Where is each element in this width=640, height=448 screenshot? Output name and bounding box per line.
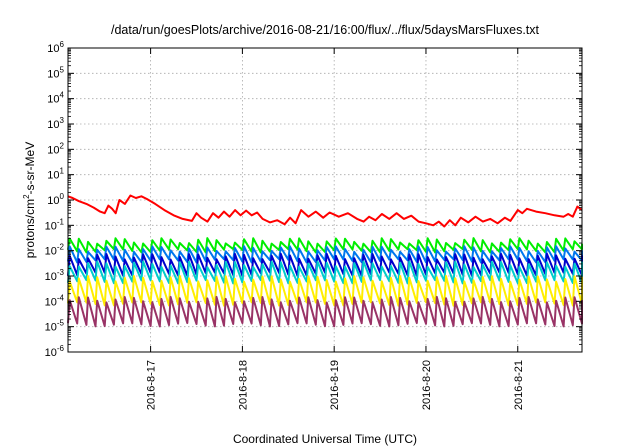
y-tick-label: 10-5 (45, 319, 65, 334)
y-tick-label: 10-2 (45, 243, 65, 258)
x-tick-label: 2016-8-17 (146, 360, 158, 410)
x-tick-label: 2016-8-18 (237, 360, 249, 410)
y-tick-label: 100 (47, 192, 64, 207)
y-tick-label: 106 (47, 40, 64, 55)
x-axis-label: Coordinated Universal Time (UTC) (233, 432, 417, 446)
y-tick-label: 102 (47, 141, 64, 156)
x-tick-label: 2016-8-21 (513, 360, 525, 410)
y-tick-label: 10-6 (45, 344, 65, 359)
y-tick-label: 10-4 (45, 293, 65, 308)
y-tick-label: 101 (47, 167, 64, 182)
series-line (67, 295, 583, 328)
y-axis-label-main: protons/cm (23, 199, 37, 258)
y-axis-label: protons/cm2-s-sr-MeV (22, 142, 37, 258)
chart-title: /data/run/goesPlots/archive/2016-08-21/1… (111, 23, 540, 37)
y-tick-label: 104 (47, 91, 64, 106)
y-axis-label-rest: -s-sr-MeV (23, 142, 37, 195)
y-tick-label: 10-1 (45, 217, 65, 232)
y-tick-label: 103 (47, 116, 64, 131)
x-axis: 2016-8-17 2016-8-18 2016-8-19 2016-8-20 2016… (146, 48, 525, 410)
y-axis: 106 105 104 103 102 101 100 10-1 10-2 10-3 10-4 10-… (45, 40, 582, 359)
y-tick-label: 10-3 (45, 268, 65, 283)
x-tick-label: 2016-8-19 (329, 360, 341, 410)
y-tick-label: 105 (47, 65, 64, 80)
y-axis-label-sup: 2 (22, 194, 31, 199)
series-line (67, 194, 583, 228)
series-line (67, 275, 583, 307)
series-group (67, 194, 583, 328)
series-line (67, 260, 583, 285)
x-tick-label: 2016-8-20 (421, 360, 433, 410)
